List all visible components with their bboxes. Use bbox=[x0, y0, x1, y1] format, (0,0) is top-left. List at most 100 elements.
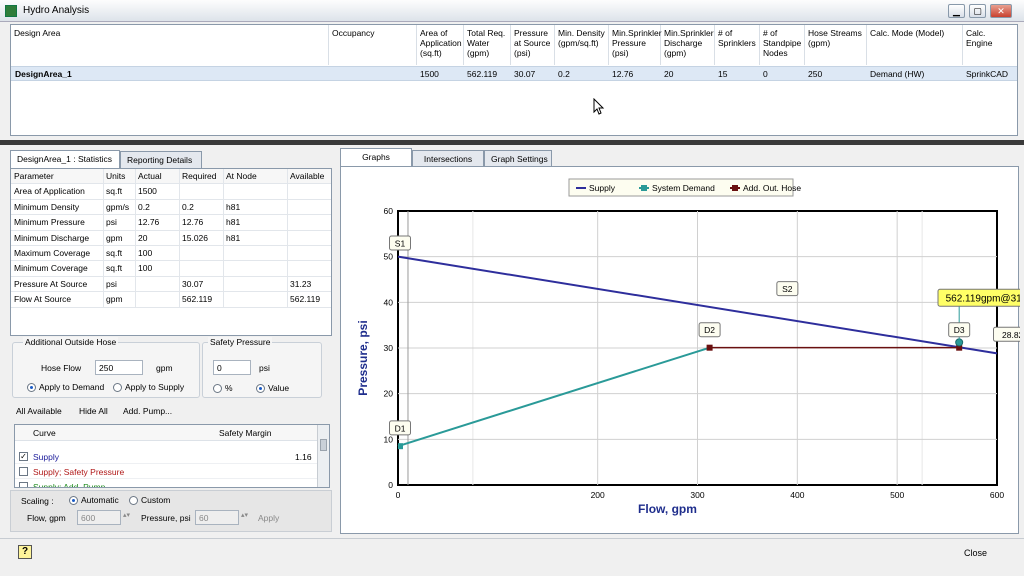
value-label[interactable]: Value bbox=[268, 383, 290, 393]
pressure-flow-chart[interactable]: 0 200 300 400 500 600 0 10 20 30 40 50 60 Flow, gpm Pr… bbox=[341, 167, 1024, 535]
cell-calc-engine: SprinkCAD bbox=[966, 69, 1009, 79]
stats-row[interactable]: Pressure At Source psi 30.07 31.23 bbox=[11, 277, 331, 293]
curve-name: Supply; Safety Pressure bbox=[33, 467, 125, 477]
flow-scale-input[interactable]: 600 bbox=[77, 510, 121, 525]
panel-splitter[interactable] bbox=[0, 140, 1024, 145]
tab-graph-settings[interactable]: Graph Settings bbox=[484, 150, 552, 167]
stats-cell: 0.2 bbox=[138, 201, 150, 212]
curve-name: Supply bbox=[33, 452, 59, 462]
pressure-scale-input[interactable]: 60 bbox=[195, 510, 239, 525]
point-marker-d2[interactable] bbox=[706, 344, 713, 351]
curve-row[interactable]: Supply; Add. Pump bbox=[15, 479, 317, 487]
curve-list-scrollbar[interactable] bbox=[317, 425, 329, 487]
stats-row[interactable]: Flow At Source gpm 562.119 562.119 bbox=[11, 292, 331, 308]
x-tick-label: 500 bbox=[890, 490, 904, 500]
custom-radio[interactable] bbox=[129, 496, 138, 505]
stats-row[interactable]: Area of Application sq.ft 1500 bbox=[11, 184, 331, 200]
apply-demand-radio[interactable] bbox=[27, 383, 36, 392]
help-icon[interactable]: ? bbox=[18, 545, 32, 559]
safety-pressure-input[interactable]: 0 bbox=[213, 360, 251, 375]
annotation-d3[interactable]: D3 bbox=[948, 322, 971, 338]
stats-cell: h81 bbox=[226, 201, 241, 212]
apply-scale-button[interactable]: Apply bbox=[258, 513, 280, 523]
automatic-radio[interactable] bbox=[69, 496, 78, 505]
apply-supply-label[interactable]: Apply to Supply bbox=[125, 382, 185, 392]
stats-row[interactable]: Minimum Discharge gpm 20 15.026 h81 bbox=[11, 231, 331, 246]
flow-spin-icon[interactable]: ▴▾ bbox=[123, 512, 131, 519]
stats-cell: gpm/s bbox=[106, 201, 130, 212]
curve-row[interactable]: ✓ Supply 1.16 bbox=[15, 449, 317, 464]
annotation-d2[interactable]: D2 bbox=[698, 322, 721, 338]
stats-row[interactable]: Minimum Pressure psi 12.76 12.76 h81 bbox=[11, 215, 331, 231]
annotation-28-828[interactable]: 28.828 bbox=[993, 326, 1024, 342]
percent-radio[interactable] bbox=[213, 384, 222, 393]
annotation-562-119gpm-31-23psi[interactable]: 562.119gpm@31.23psi bbox=[937, 288, 1024, 307]
curve-checkbox[interactable] bbox=[19, 482, 28, 487]
percent-label[interactable]: % bbox=[225, 383, 233, 393]
hide-all-link[interactable]: Hide All bbox=[79, 406, 108, 416]
curve-checkbox[interactable] bbox=[19, 467, 28, 476]
annotation-d1[interactable]: D1 bbox=[389, 420, 411, 436]
tab-reporting-details[interactable]: Reporting Details bbox=[120, 151, 202, 168]
annotation-text: D2 bbox=[704, 325, 715, 335]
close-window-button[interactable]: ✕ bbox=[990, 4, 1012, 18]
scrollbar-thumb[interactable] bbox=[320, 439, 327, 451]
add-pump-link[interactable]: Add. Pump... bbox=[123, 406, 173, 416]
curve-row[interactable]: Supply; Safety Pressure bbox=[15, 464, 317, 479]
x-tick-label: 300 bbox=[690, 490, 704, 500]
hose-flow-unit: gpm bbox=[156, 363, 173, 373]
col-header-sprinklers[interactable]: # of Sprinklers bbox=[715, 25, 760, 65]
col-header-area[interactable]: Area of Application (sq.ft) bbox=[417, 25, 464, 65]
options-panel: Additional Outside Hose Hose Flow 250 gp… bbox=[10, 337, 332, 532]
y-tick-label: 50 bbox=[384, 252, 394, 262]
value-radio[interactable] bbox=[256, 384, 265, 393]
stats-row[interactable]: Minimum Coverage sq.ft 100 bbox=[11, 261, 331, 277]
col-header-calc-engine[interactable]: Calc. Engine bbox=[966, 28, 993, 48]
annotation-s2[interactable]: S2 bbox=[776, 281, 799, 297]
point-marker-d3[interactable] bbox=[956, 344, 963, 351]
apply-demand-label[interactable]: Apply to Demand bbox=[39, 382, 105, 392]
col-header-total-water[interactable]: Total Req. Water (gpm) bbox=[464, 25, 511, 65]
series-line-system-demand[interactable] bbox=[397, 346, 710, 448]
cell-calc-mode: Demand (HW) bbox=[870, 69, 925, 79]
curve-checkbox[interactable]: ✓ bbox=[19, 452, 28, 461]
stats-cell: h81 bbox=[226, 232, 241, 243]
curve-header-row: Curve Safety Margin bbox=[15, 425, 317, 441]
col-header-calc-mode[interactable]: Calc. Mode (Model) bbox=[867, 25, 963, 65]
series-line-supply[interactable] bbox=[397, 255, 998, 355]
stats-cell: psi bbox=[106, 217, 117, 228]
hose-flow-input[interactable]: 250 bbox=[95, 360, 143, 375]
col-header-hose-streams[interactable]: Hose Streams (gpm) bbox=[805, 25, 867, 65]
apply-supply-radio[interactable] bbox=[113, 383, 122, 392]
table-row[interactable]: DesignArea_1 1500 562.119 30.07 0.2 12.7… bbox=[11, 66, 1017, 81]
bottom-bar: ? Close bbox=[0, 538, 1024, 576]
annotation-text: 562.119gpm@31.23psi bbox=[946, 293, 1020, 304]
automatic-label[interactable]: Automatic bbox=[81, 495, 119, 505]
all-available-link[interactable]: All Available bbox=[16, 406, 62, 416]
col-header-design-area[interactable]: Design Area bbox=[11, 25, 329, 65]
pressure-spin-icon[interactable]: ▴▾ bbox=[241, 512, 249, 519]
annotation-s1[interactable]: S1 bbox=[389, 235, 411, 251]
y-tick-label: 10 bbox=[384, 434, 394, 444]
tab-graphs[interactable]: Graphs bbox=[340, 148, 412, 166]
stats-row[interactable]: Maximum Coverage sq.ft 100 bbox=[11, 246, 331, 262]
col-header-pressure-source[interactable]: Pressure at Source (psi) bbox=[511, 25, 555, 65]
minimize-button[interactable]: ▁ bbox=[948, 4, 965, 18]
maximize-button[interactable]: ▢ bbox=[969, 4, 986, 18]
custom-label[interactable]: Custom bbox=[141, 495, 171, 505]
annotation-text: 28.828 bbox=[1002, 330, 1020, 340]
tab-statistics[interactable]: DesignArea_1 : Statistics bbox=[10, 150, 120, 168]
stats-header-units: Units bbox=[106, 171, 126, 181]
close-button[interactable]: Close bbox=[964, 548, 988, 558]
col-header-min-density[interactable]: Min. Density (gpm/sq.ft) bbox=[555, 25, 609, 65]
annotation-box bbox=[776, 281, 799, 297]
col-header-min-spr-discharge[interactable]: Min.Sprinkler Discharge (gpm) bbox=[661, 25, 715, 65]
y-axis-label: Pressure, psi bbox=[356, 320, 370, 395]
stats-row[interactable]: Minimum Density gpm/s 0.2 0.2 h81 bbox=[11, 200, 331, 216]
col-header-standpipe[interactable]: # of Standpipe Nodes bbox=[760, 25, 805, 65]
col-header-min-spr-pressure[interactable]: Min.Sprinkler Pressure (psi) bbox=[609, 25, 662, 65]
col-header-occupancy[interactable]: Occupancy bbox=[329, 25, 417, 65]
tab-intersections[interactable]: Intersections bbox=[412, 150, 484, 167]
point-marker-d1[interactable] bbox=[398, 443, 403, 450]
mouse-cursor-icon bbox=[593, 98, 605, 115]
